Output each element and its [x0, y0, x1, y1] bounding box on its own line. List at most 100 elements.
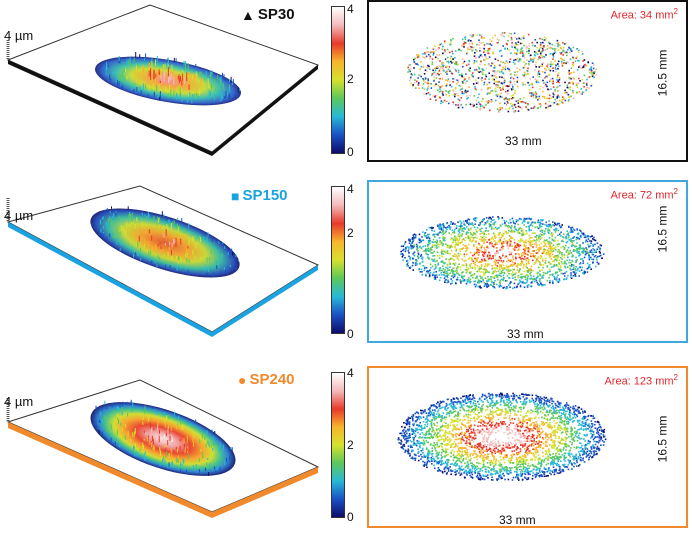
scatter-point — [488, 72, 490, 74]
scatter-point — [485, 272, 487, 274]
scatter-point — [568, 239, 570, 241]
scatter-point — [554, 90, 556, 92]
scatter-point — [561, 61, 563, 63]
scatter-point — [551, 400, 553, 402]
scatter-point — [452, 102, 454, 104]
scatter-point — [545, 54, 547, 56]
scatter-point — [480, 233, 482, 235]
scatter-point — [465, 82, 467, 84]
scatter-point — [464, 240, 466, 242]
scatter-point — [423, 66, 425, 68]
scatter-point — [523, 45, 525, 47]
scatter-point — [493, 437, 495, 439]
scatter-point — [420, 454, 422, 456]
scatter-point — [480, 287, 482, 289]
scatter-point — [480, 425, 482, 427]
scatter-point — [503, 275, 505, 277]
scatter-point — [514, 242, 516, 244]
scatter-point — [476, 61, 478, 63]
scatter-point — [461, 45, 463, 47]
scatter-point — [524, 67, 526, 69]
scatter-point — [573, 249, 575, 251]
scatter-point — [541, 234, 543, 236]
scatter-point — [542, 409, 544, 411]
scatter-point — [569, 73, 571, 75]
scatter-point — [448, 274, 450, 276]
scatter-point — [590, 242, 592, 244]
scatter-point — [549, 271, 551, 273]
scatter-point — [570, 276, 572, 278]
scatter-point — [591, 235, 593, 237]
scatter-point — [510, 59, 512, 61]
scatter-point — [504, 238, 506, 240]
scatter-point — [467, 58, 469, 60]
scatter-point — [487, 221, 489, 223]
scatter-point — [502, 48, 504, 50]
scatter-point — [454, 229, 456, 231]
scatter-point — [536, 282, 538, 284]
panel-sp150: 4 µm ■ SP150 4 2 0 Area: 72 mm2 33 mm 16… — [0, 180, 692, 356]
scatter-point — [449, 253, 451, 255]
scatter-point — [495, 221, 497, 223]
scatter-point — [564, 261, 566, 263]
scatter-point — [422, 56, 424, 58]
scatter-point — [436, 54, 438, 56]
scatter-point — [568, 232, 570, 234]
scatter-point — [442, 91, 444, 93]
scatter-point — [539, 38, 541, 40]
scatter-point — [536, 423, 538, 425]
scatter-point — [539, 223, 541, 225]
scatter-point — [453, 267, 455, 269]
scatter-point — [484, 266, 486, 268]
scatter-point — [588, 246, 590, 248]
scatter-point — [544, 72, 546, 74]
scatter-point — [484, 50, 486, 52]
scatter-point — [546, 415, 548, 417]
scatter-point — [531, 94, 533, 96]
scatter-point — [536, 80, 538, 82]
scatter-point — [499, 51, 501, 53]
scatter-point — [502, 246, 504, 248]
scatter-point — [546, 246, 548, 248]
scatter-point — [483, 257, 485, 259]
scatter-point — [550, 105, 552, 107]
scatter-point — [560, 267, 562, 269]
scatter-point — [477, 257, 479, 259]
scatter-point — [428, 248, 430, 250]
scatter-point — [487, 283, 489, 285]
scatter-point — [535, 91, 537, 93]
scatter-point — [506, 60, 508, 62]
scatter-point — [491, 226, 493, 228]
scatter-point — [554, 99, 556, 101]
scatter-point — [466, 98, 468, 100]
scatter-point — [568, 237, 570, 239]
scatter-point — [540, 51, 542, 53]
scatter-point — [488, 252, 490, 254]
scatter-point — [432, 73, 434, 75]
scatter-point — [470, 273, 472, 275]
scatter-point — [497, 216, 499, 218]
scatter-point — [406, 264, 408, 266]
scatter-point — [505, 240, 507, 242]
scatter-point — [527, 279, 529, 281]
scatter-point — [595, 69, 597, 71]
scatter-point — [460, 282, 462, 284]
scatter-point — [446, 229, 448, 231]
scatter-point — [447, 222, 449, 224]
scatter-point — [534, 58, 536, 60]
scatter-point — [461, 275, 463, 277]
scatter-point — [565, 236, 567, 238]
scatter-point — [536, 252, 538, 254]
scatter-point — [500, 280, 502, 282]
scatter-point — [490, 108, 492, 110]
scatter-point — [557, 244, 559, 246]
scatter-point — [497, 60, 499, 62]
scatter-point — [509, 108, 511, 110]
scatter-point — [545, 49, 547, 51]
scatter-point — [532, 67, 534, 69]
scatter-point — [492, 37, 494, 39]
scatter-point — [593, 64, 595, 66]
scatter-point — [492, 245, 494, 247]
scatter-point — [594, 249, 596, 251]
scatter-point — [452, 241, 454, 243]
